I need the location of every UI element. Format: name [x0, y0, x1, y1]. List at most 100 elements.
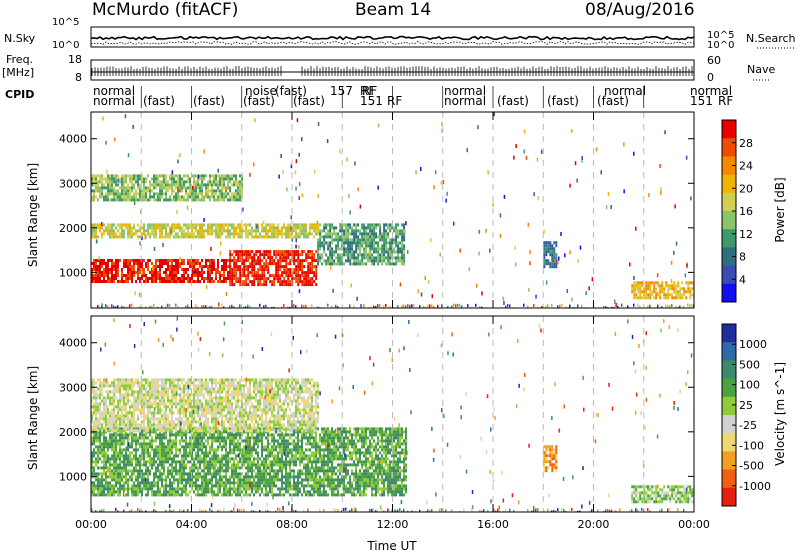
echo-cell: [161, 180, 163, 184]
echo-cell: [247, 250, 250, 254]
echo-cell: [395, 238, 398, 242]
echo-cell: [319, 247, 322, 251]
echo-cell: [309, 229, 311, 233]
echo-cell: [163, 487, 165, 491]
echo-cell: [133, 484, 135, 488]
echo-cell: [197, 198, 199, 202]
echo-cell: [195, 174, 197, 178]
echo-cell: [251, 262, 254, 266]
echo-cell: [107, 487, 109, 491]
echo-cell: [165, 174, 167, 178]
echo-cell: [201, 235, 203, 239]
echo-cell: [237, 265, 240, 269]
echo-cell: [659, 293, 662, 297]
echo-cell: [91, 280, 93, 283]
echo-cell: [195, 475, 197, 479]
echo-point: [233, 306, 235, 308]
echo-cell: [273, 274, 276, 278]
echo-cell: [297, 268, 300, 272]
echo-cell: [297, 256, 300, 260]
echo-cell: [161, 457, 163, 461]
echo-cell: [147, 265, 149, 268]
echo-cell: [227, 223, 229, 227]
echo-cell: [185, 442, 187, 446]
echo-cell: [195, 235, 197, 239]
cpid-label-row1: normal: [93, 84, 135, 98]
echo-cell: [365, 256, 368, 260]
echo-cell: [261, 265, 264, 269]
echo-point: [309, 252, 312, 257]
echo-cell: [347, 229, 350, 233]
echo-cell: [271, 460, 273, 464]
cpid-label-row1: (fast): [275, 84, 307, 98]
echo-cell: [355, 262, 358, 266]
echo-cell: [119, 466, 121, 470]
echo-cell: [139, 463, 141, 467]
echo-cell: [327, 259, 330, 263]
echo-cell: [125, 274, 127, 277]
echo-point: [363, 304, 365, 308]
echo-cell: [145, 229, 147, 233]
echo-point: [311, 304, 313, 308]
echo-cell: [269, 487, 271, 491]
echo-cell: [249, 460, 251, 464]
echo-cell: [331, 226, 334, 230]
echo-cell: [307, 256, 310, 260]
echo-cell: [403, 232, 406, 236]
echo-cell: [389, 250, 392, 254]
echo-point: [177, 305, 179, 308]
echo-cell: [115, 466, 117, 470]
echo-cell: [165, 454, 167, 458]
echo-cell: [383, 226, 386, 230]
echo-cell: [95, 475, 97, 479]
echo-cell: [93, 192, 95, 196]
echo-cell: [109, 280, 111, 283]
cpid-label-row1: normal: [444, 84, 486, 98]
echo-cell: [139, 487, 141, 491]
echo-point: [675, 305, 677, 308]
echo-cell: [649, 296, 652, 300]
echo-cell: [227, 235, 229, 239]
echo-cell: [93, 268, 95, 271]
echo-cell: [387, 232, 390, 236]
echo-cell: [233, 472, 235, 476]
echo-cell: [103, 268, 105, 271]
echo-cell: [207, 259, 209, 262]
echo-cell: [171, 475, 173, 479]
echo-cell: [143, 180, 145, 184]
freq-axis-top: 18: [68, 53, 82, 66]
echo-cell: [239, 478, 241, 482]
echo-cell: [223, 484, 225, 488]
echo-cell: [271, 445, 273, 449]
echo-cell: [221, 268, 223, 271]
echo-cell: [387, 262, 390, 266]
echo-cell: [109, 490, 111, 494]
echo-cell: [251, 484, 253, 488]
echo-cell: [247, 451, 249, 455]
echo-cell: [139, 277, 141, 280]
echo-cell: [329, 253, 332, 257]
echo-cell: [189, 442, 191, 446]
echo-point: [111, 304, 113, 308]
echo-cell: [127, 448, 129, 452]
echo-cell: [119, 475, 121, 479]
echo-cell: [121, 484, 123, 488]
echo-cell: [117, 457, 119, 461]
echo-cell: [377, 259, 380, 263]
echo-cell: [129, 186, 131, 190]
echo-cell: [239, 484, 241, 488]
echo-cell: [103, 457, 105, 461]
echo-cell: [169, 481, 171, 485]
echo-cell: [319, 235, 322, 239]
echo-cell: [123, 189, 125, 193]
echo-cell: [269, 442, 271, 446]
echo-cell: [157, 174, 159, 178]
echo-cell: [275, 460, 277, 464]
echo-cell: [203, 493, 205, 497]
echo-cell: [141, 454, 143, 458]
echo-cell: [315, 226, 317, 230]
echo-cell: [133, 436, 135, 440]
echo-point: [633, 303, 635, 307]
echo-cell: [105, 195, 107, 199]
echo-cell: [121, 268, 123, 271]
